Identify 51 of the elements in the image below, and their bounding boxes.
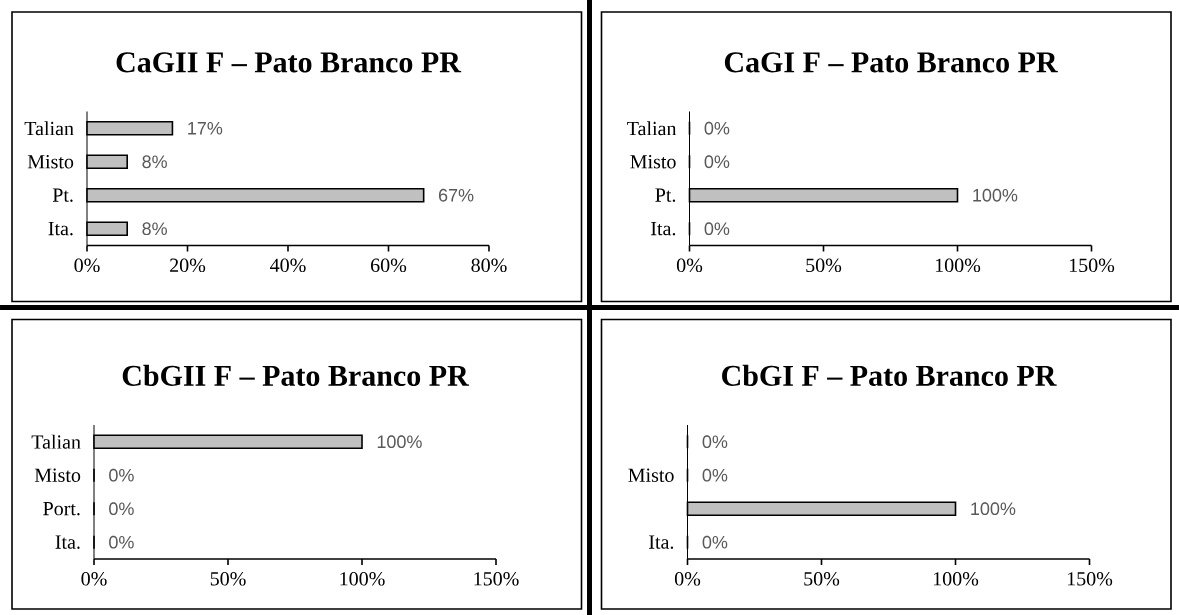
data-label: 67% <box>438 188 474 202</box>
x-tick-label: 80% <box>471 258 507 273</box>
y-tick-label: Talian <box>24 121 74 136</box>
x-tick-label: 50% <box>210 572 246 586</box>
y-tick-label: Ita. <box>651 222 676 236</box>
x-tick-label: 0% <box>74 258 100 273</box>
data-label: 0% <box>702 435 728 449</box>
data-label: 100% <box>973 188 1018 202</box>
data-label: 100% <box>377 435 422 449</box>
y-tick-label: Port. <box>43 502 80 516</box>
data-label: 0% <box>109 502 134 516</box>
y-tick-label: Pt. <box>52 188 73 202</box>
data-label: 0% <box>704 222 730 236</box>
data-label: 100% <box>971 502 1016 516</box>
x-tick-label: 150% <box>1067 572 1113 586</box>
chart-title: CaGII F – Pato Branco PR <box>116 52 462 73</box>
data-label: 17% <box>188 121 223 135</box>
y-tick-label: Talian <box>31 434 81 449</box>
data-label: 0% <box>109 468 134 482</box>
data-label: 0% <box>702 468 728 482</box>
data-label: 8% <box>142 155 167 169</box>
y-tick-label: Misto <box>34 468 81 482</box>
x-tick-label: 0% <box>81 572 107 586</box>
x-tick-label: 150% <box>474 572 519 586</box>
y-tick-label: Misto <box>630 155 676 169</box>
y-tick-label: Talian <box>627 121 677 136</box>
y-tick-label: Ita. <box>48 222 73 236</box>
x-tick-label: 150% <box>1069 258 1115 273</box>
x-tick-label: 40% <box>270 258 306 273</box>
y-tick-label: Pt. <box>655 188 676 202</box>
x-tick-label: 20% <box>170 258 206 273</box>
data-label: 0% <box>109 535 134 549</box>
y-tick-label: Misto <box>628 468 674 482</box>
x-tick-label: 100% <box>935 258 981 273</box>
y-tick-label: Ita. <box>55 535 80 549</box>
y-tick-label: Misto <box>27 155 74 169</box>
x-tick-label: 50% <box>806 258 842 273</box>
x-tick-label: 60% <box>371 258 407 273</box>
x-tick-label: 50% <box>804 572 840 586</box>
chart-title: CbGII F – Pato Branco PR <box>122 364 470 386</box>
data-label: 0% <box>702 535 728 549</box>
data-label: 0% <box>704 155 730 169</box>
x-tick-label: 0% <box>676 258 703 273</box>
chart-title: CbGI F – Pato Branco PR <box>722 364 1057 386</box>
x-tick-label: 100% <box>340 572 385 586</box>
y-tick-label: Ita. <box>649 535 674 549</box>
data-label: 8% <box>142 222 167 236</box>
x-tick-label: 100% <box>933 572 979 586</box>
chart-title: CaGI F – Pato Branco PR <box>724 52 1058 73</box>
data-label: 0% <box>704 121 730 135</box>
x-tick-label: 0% <box>674 572 701 586</box>
